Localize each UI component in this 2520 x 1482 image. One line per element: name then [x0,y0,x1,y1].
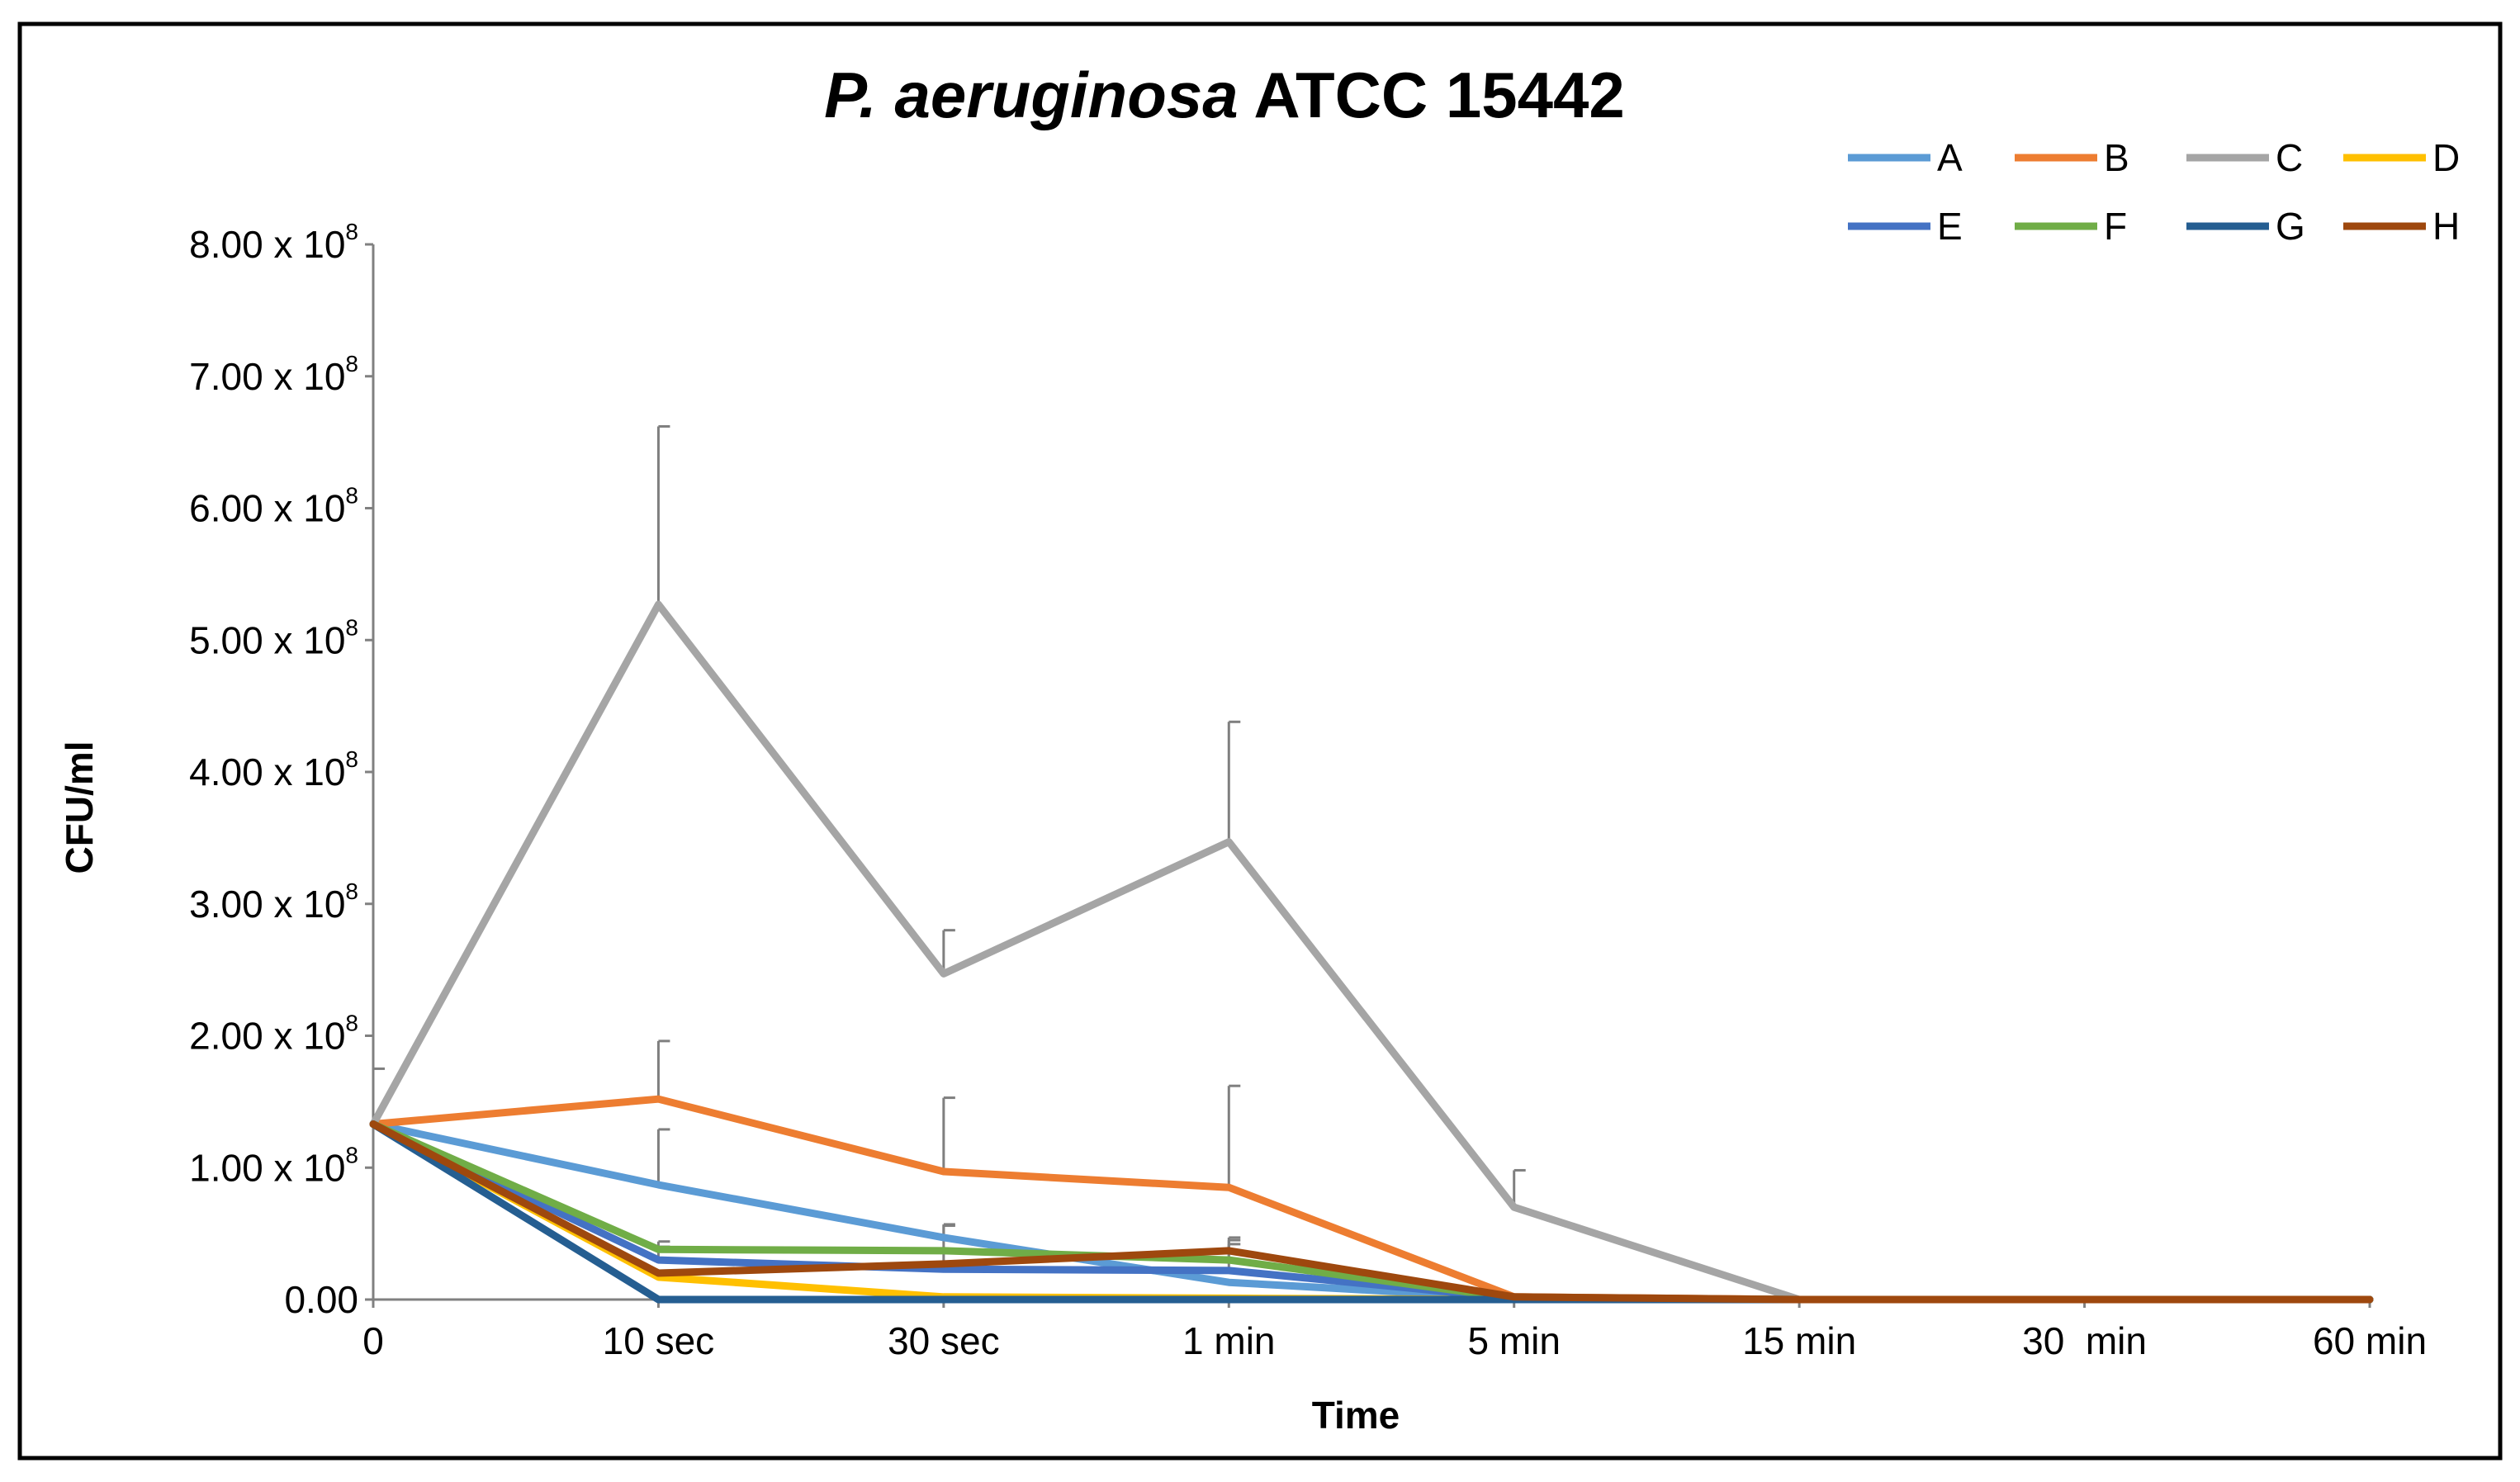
x-tick-label: 30 min [2022,1319,2147,1362]
legend-label-B: B [2104,136,2129,179]
x-tick-label: 15 min [1742,1319,1856,1362]
y-tick-label-exponent: 8 [345,614,358,640]
y-tick-label: 5.00 x 108 [189,614,358,661]
error-bars [372,424,1526,1271]
y-tick-label-exponent: 8 [345,483,358,509]
y-tick-label-exponent: 8 [345,219,358,244]
y-tick-label-exponent: 8 [345,351,358,376]
y-tick-label: 2.00 x 108 [189,1011,358,1058]
y-tick-label-base: 3.00 x 10 [189,883,345,926]
y-tick-label-base: 4.00 x 10 [189,750,345,793]
y-tick-label-exponent: 8 [345,746,358,772]
y-tick-label-base: 6.00 x 10 [189,487,345,530]
y-axis-label: CFU/ml [58,741,101,874]
y-tick-label-exponent: 8 [345,878,358,904]
chart-title: P. aeruginosa ATCC 15442 [824,59,1625,131]
y-tick-label: 3.00 x 108 [189,878,358,926]
y-tick-label-base: 8.00 x 10 [189,223,345,266]
x-tick-label: 0 [362,1319,384,1362]
legend-label-E: E [1937,205,1963,248]
y-tick-label-exponent: 8 [345,1142,358,1167]
y-tick-label-exponent: 8 [345,1011,358,1036]
x-tick-label: 60 min [2313,1319,2427,1362]
legend-label-G: G [2276,205,2305,248]
y-tick-label: 4.00 x 108 [189,746,358,793]
x-tick-label: 5 min [1467,1319,1560,1362]
y-tick-label: 7.00 x 108 [189,351,358,398]
y-tick-label: 6.00 x 108 [189,483,358,530]
y-tick-label-base: 7.00 x 10 [189,355,345,398]
chart-title-rest: ATCC 15442 [1239,59,1625,131]
y-tick-label: 8.00 x 108 [189,219,358,266]
x-axis-label: Time [1312,1394,1400,1437]
legend-label-F: F [2104,205,2127,248]
x-tick-label: 30 sec [888,1319,1000,1362]
legend-label-C: C [2276,136,2303,179]
y-tick-label-base: 5.00 x 10 [189,618,345,661]
chart-border [17,21,2503,1461]
series-lines [369,600,2374,1304]
x-ticks: 0 10 sec 30 sec 1 min 5 min 15 min 30 min 60 mi… [362,1300,2427,1362]
legend-label-A: A [1937,136,1963,179]
y-tick-label-base: 1.00 x 10 [189,1146,345,1189]
series-line-H [369,1120,2374,1304]
x-tick-label: 10 sec [603,1319,715,1362]
y-tick-label-base: 2.00 x 10 [189,1015,345,1058]
y-tick-label-base: 0.00 [284,1278,358,1321]
chart-title-italic: P. aeruginosa [824,59,1238,131]
y-tick-label: 1.00 x 108 [189,1142,358,1189]
x-tick-label: 1 min [1182,1319,1275,1362]
y-tick-label: 0.00 [284,1278,358,1321]
legend: A B C D E F G H [1848,136,2460,248]
legend-label-D: D [2432,136,2460,179]
legend-label-H: H [2432,205,2460,248]
